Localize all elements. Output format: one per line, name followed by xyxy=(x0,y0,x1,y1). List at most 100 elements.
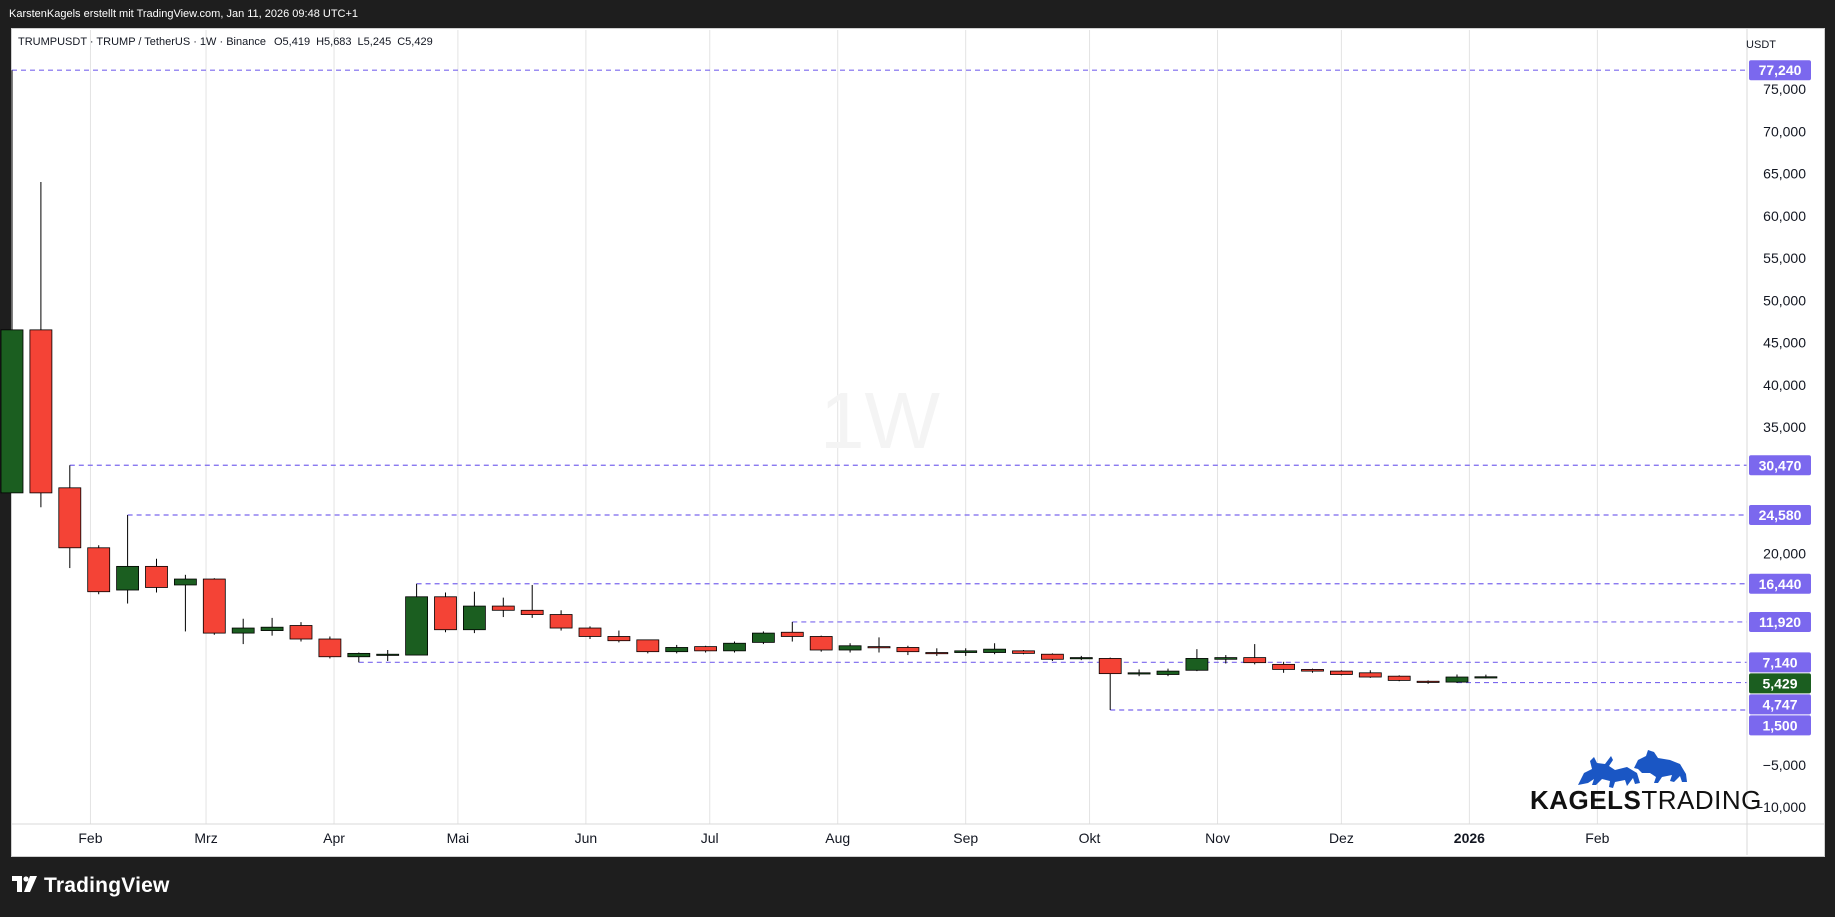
candle[interactable] xyxy=(231,618,255,645)
candle[interactable] xyxy=(549,610,573,631)
candle[interactable] xyxy=(954,648,978,656)
level-badge: 16,440 xyxy=(1759,576,1802,592)
candle[interactable] xyxy=(1012,649,1035,655)
candle[interactable] xyxy=(0,70,24,494)
candle[interactable] xyxy=(116,515,139,604)
candle[interactable] xyxy=(29,182,53,508)
candle[interactable] xyxy=(983,643,1006,655)
candle[interactable] xyxy=(202,578,226,635)
candle[interactable] xyxy=(694,645,717,653)
candle[interactable] xyxy=(1041,653,1064,661)
candle-body xyxy=(1358,672,1382,678)
candle-body xyxy=(607,636,631,642)
candle[interactable] xyxy=(1445,674,1469,683)
candle[interactable] xyxy=(434,592,457,633)
candle[interactable] xyxy=(1127,669,1151,677)
price-tick-label: 50,000 xyxy=(1763,292,1806,308)
time-tick-label: Aug xyxy=(825,830,850,846)
candle-body xyxy=(173,578,197,586)
candle-body xyxy=(549,614,573,629)
candle[interactable] xyxy=(289,622,313,642)
candle[interactable] xyxy=(58,465,82,569)
candle[interactable] xyxy=(607,630,631,643)
candle-body xyxy=(1243,657,1267,664)
candle[interactable] xyxy=(1301,668,1324,673)
time-tick-label: Feb xyxy=(78,830,102,846)
candle[interactable] xyxy=(1214,655,1238,664)
candle-body xyxy=(694,646,717,652)
candle[interactable] xyxy=(665,644,689,654)
attribution-bar: KarstenKagels erstellt mit TradingView.c… xyxy=(0,0,1835,28)
candle[interactable] xyxy=(145,558,168,593)
time-tick-label: 2026 xyxy=(1454,830,1485,846)
candle[interactable] xyxy=(376,649,400,661)
candle-body xyxy=(1272,663,1295,670)
symbol-line: TRUMPUSDT · TRUMP / TetherUS · 1W · Bina… xyxy=(18,36,433,48)
level-badge: 77,240 xyxy=(1759,62,1802,78)
candle[interactable] xyxy=(780,621,804,642)
candle[interactable] xyxy=(752,631,775,645)
candle[interactable] xyxy=(520,584,544,618)
chart-frame[interactable] xyxy=(11,28,1825,857)
candle[interactable] xyxy=(347,652,371,663)
candle[interactable] xyxy=(405,583,429,656)
candle-body xyxy=(1416,680,1440,683)
bear-icon xyxy=(1634,750,1687,783)
candle[interactable] xyxy=(462,591,486,634)
candle-body xyxy=(434,596,457,631)
ohlc-high-key: H xyxy=(316,36,324,48)
ohlc-close: 5,429 xyxy=(405,36,433,48)
candle[interactable] xyxy=(723,641,746,653)
tradingview-label: TradingView xyxy=(44,874,170,897)
last-price-badge: 5,429 xyxy=(1762,675,1797,691)
candle[interactable] xyxy=(578,626,602,640)
price-tick-label: 35,000 xyxy=(1763,419,1806,435)
bull-bear-logo xyxy=(1578,750,1687,788)
candle[interactable] xyxy=(925,648,949,656)
candle[interactable] xyxy=(260,617,284,636)
candle[interactable] xyxy=(636,639,660,654)
candle[interactable] xyxy=(491,597,515,618)
ohlc-close-key: C xyxy=(397,36,405,48)
candle[interactable] xyxy=(1474,674,1498,679)
price-tick-label: 20,000 xyxy=(1763,546,1806,562)
candle[interactable] xyxy=(173,574,197,632)
candle-body xyxy=(1387,675,1411,681)
candle-body xyxy=(145,565,168,588)
time-tick-label: Apr xyxy=(323,830,345,846)
candle-body xyxy=(752,632,775,643)
candle-body xyxy=(0,329,24,494)
candle[interactable] xyxy=(318,636,342,659)
candle-body xyxy=(954,650,978,653)
candle[interactable] xyxy=(896,645,920,656)
time-tick-label: Mrz xyxy=(194,830,217,846)
candle[interactable] xyxy=(1069,655,1093,661)
candle[interactable] xyxy=(867,637,891,653)
candle-body xyxy=(867,646,891,649)
level-badge-bg xyxy=(1749,60,1811,81)
candle[interactable] xyxy=(1156,668,1180,677)
candle[interactable] xyxy=(1416,680,1440,684)
candle-body xyxy=(520,609,544,615)
candle[interactable] xyxy=(809,635,833,652)
price-tick-label: 70,000 xyxy=(1763,123,1806,139)
candle[interactable] xyxy=(1272,661,1295,673)
tradingview-logo[interactable]: TradingView xyxy=(12,874,170,898)
candle[interactable] xyxy=(1330,670,1353,676)
candle[interactable] xyxy=(838,643,862,653)
candle[interactable] xyxy=(1098,657,1122,710)
candle-body xyxy=(896,647,920,653)
candle[interactable] xyxy=(87,545,111,595)
brand-regular: TRADING xyxy=(1641,785,1762,815)
candle-body xyxy=(1098,658,1122,675)
ohlc-open-key: O xyxy=(274,36,283,48)
candle[interactable] xyxy=(1358,670,1382,678)
price-tick-label: 55,000 xyxy=(1763,250,1806,266)
candle-body xyxy=(780,631,804,637)
candle[interactable] xyxy=(1185,649,1209,672)
candle[interactable] xyxy=(1387,675,1411,682)
candle-body xyxy=(231,627,255,634)
candle[interactable] xyxy=(1243,644,1267,665)
candle-body xyxy=(87,547,111,593)
